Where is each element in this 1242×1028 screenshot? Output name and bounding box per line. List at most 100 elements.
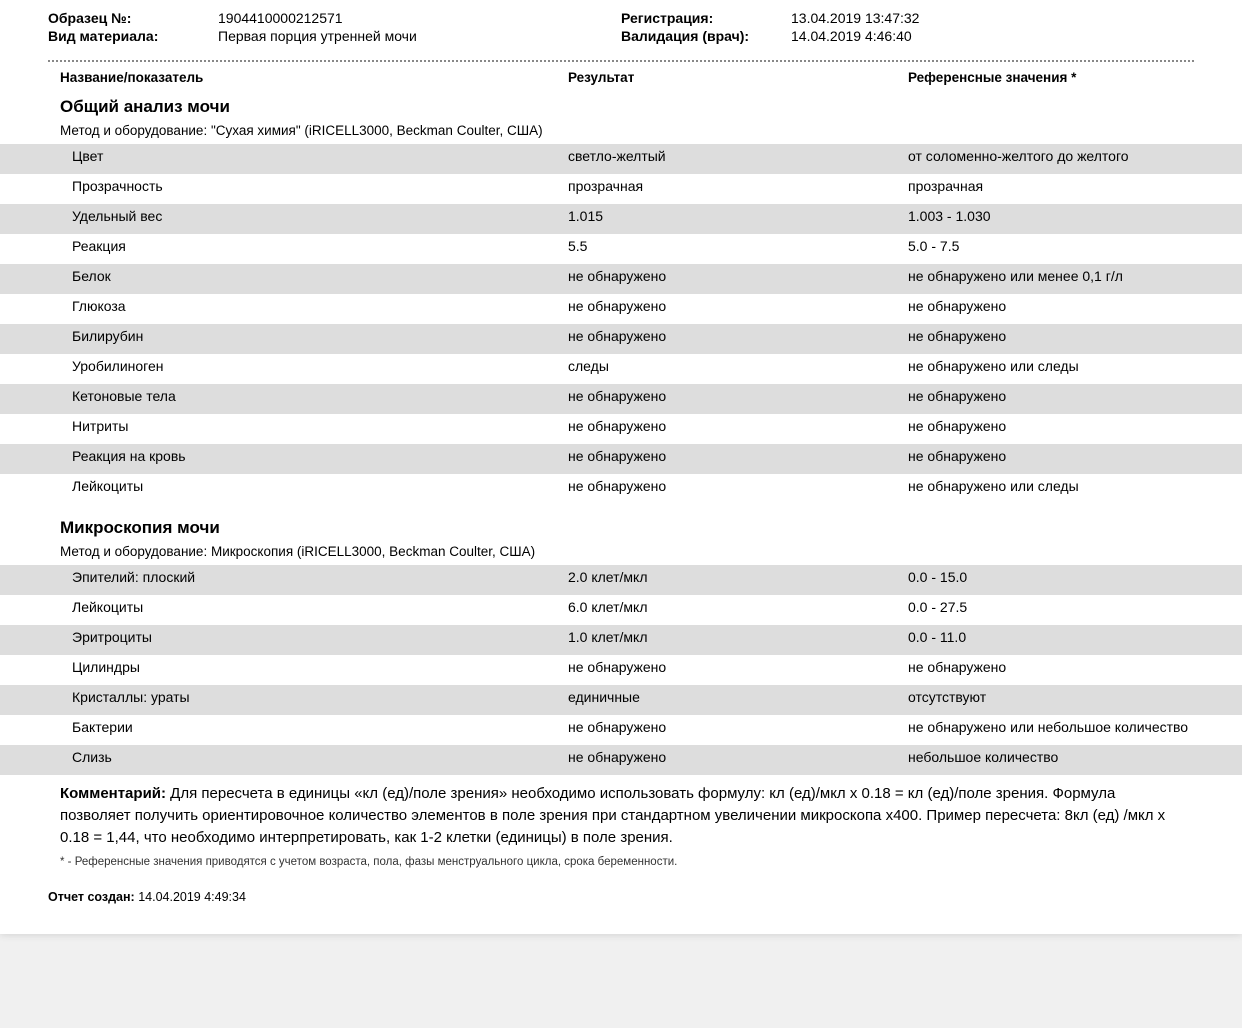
- sample-value: 1904410000212571: [218, 10, 621, 26]
- registration-label: Регистрация:: [621, 10, 791, 26]
- table-row: Цветсветло-желтыйот соломенно-желтого до…: [0, 144, 1242, 174]
- cell-result: 6.0 клет/мкл: [568, 599, 908, 615]
- table-row: Лейкоцитыне обнаруженоне обнаружено или …: [0, 474, 1242, 504]
- cell-name: Эпителий: плоский: [48, 569, 568, 585]
- registration-value: 13.04.2019 13:47:32: [791, 10, 1194, 26]
- table-row: Кристаллы: уратыединичныеотсутствуют: [0, 685, 1242, 715]
- dotted-divider: [48, 60, 1194, 62]
- section2-method: Метод и оборудование: Микроскопия (iRICE…: [0, 542, 1242, 565]
- cell-name: Прозрачность: [48, 178, 568, 194]
- cell-reference: не обнаружено: [908, 418, 1194, 434]
- cell-result: 1.0 клет/мкл: [568, 629, 908, 645]
- cell-reference: не обнаружено или следы: [908, 478, 1194, 494]
- cell-name: Слизь: [48, 749, 568, 765]
- cell-reference: не обнаружено или следы: [908, 358, 1194, 374]
- cell-reference: 0.0 - 27.5: [908, 599, 1194, 615]
- material-label: Вид материала:: [48, 28, 218, 44]
- cell-reference: 0.0 - 11.0: [908, 629, 1194, 645]
- cell-result: не обнаружено: [568, 268, 908, 284]
- section2-title: Микроскопия мочи: [0, 514, 1242, 542]
- cell-reference: 0.0 - 15.0: [908, 569, 1194, 585]
- material-value: Первая порция утренней мочи: [218, 28, 621, 44]
- cell-result: не обнаружено: [568, 448, 908, 464]
- cell-name: Нитриты: [48, 418, 568, 434]
- spacer: [0, 504, 1242, 514]
- cell-reference: не обнаружено: [908, 388, 1194, 404]
- cell-reference: 1.003 - 1.030: [908, 208, 1194, 224]
- table-row: Кетоновые телане обнаруженоне обнаружено: [0, 384, 1242, 414]
- col-name: Название/показатель: [48, 70, 568, 85]
- created-value: 14.04.2019 4:49:34: [135, 890, 246, 904]
- cell-result: не обнаружено: [568, 478, 908, 494]
- cell-name: Глюкоза: [48, 298, 568, 314]
- cell-reference: от соломенно-желтого до желтого: [908, 148, 1194, 164]
- cell-reference: не обнаружено: [908, 659, 1194, 675]
- cell-result: не обнаружено: [568, 418, 908, 434]
- cell-name: Лейкоциты: [48, 599, 568, 615]
- table-row: Эпителий: плоский2.0 клет/мкл0.0 - 15.0: [0, 565, 1242, 595]
- report-header: Образец №: 1904410000212571 Регистрация:…: [0, 0, 1242, 56]
- cell-result: светло-желтый: [568, 148, 908, 164]
- cell-name: Бактерии: [48, 719, 568, 735]
- report-created: Отчет создан: 14.04.2019 4:49:34: [0, 872, 1242, 904]
- table-row: Глюкозане обнаруженоне обнаружено: [0, 294, 1242, 324]
- cell-name: Уробилиноген: [48, 358, 568, 374]
- cell-result: единичные: [568, 689, 908, 705]
- validation-value: 14.04.2019 4:46:40: [791, 28, 1194, 44]
- section2-rows: Эпителий: плоский2.0 клет/мкл0.0 - 15.0Л…: [0, 565, 1242, 775]
- cell-name: Эритроциты: [48, 629, 568, 645]
- section1-rows: Цветсветло-желтыйот соломенно-желтого до…: [0, 144, 1242, 504]
- table-row: Нитритыне обнаруженоне обнаружено: [0, 414, 1242, 444]
- cell-name: Цилиндры: [48, 659, 568, 675]
- report-page: Образец №: 1904410000212571 Регистрация:…: [0, 0, 1242, 934]
- validation-label: Валидация (врач):: [621, 28, 791, 44]
- cell-reference: не обнаружено: [908, 298, 1194, 314]
- section1-method: Метод и оборудование: "Сухая химия" (iRI…: [0, 121, 1242, 144]
- comment-block: Комментарий: Для пересчета в единицы «кл…: [0, 775, 1242, 852]
- table-row: Реакция на кровьне обнаруженоне обнаруже…: [0, 444, 1242, 474]
- cell-reference: не обнаружено или менее 0,1 г/л: [908, 268, 1194, 284]
- cell-result: не обнаружено: [568, 328, 908, 344]
- cell-name: Удельный вес: [48, 208, 568, 224]
- header-row: Вид материала: Первая порция утренней мо…: [48, 28, 1194, 44]
- header-left: Образец №: 1904410000212571: [48, 10, 621, 26]
- cell-reference: отсутствуют: [908, 689, 1194, 705]
- header-row: Образец №: 1904410000212571 Регистрация:…: [48, 10, 1194, 26]
- table-row: Уробилиногенследыне обнаружено или следы: [0, 354, 1242, 384]
- section1-title: Общий анализ мочи: [0, 93, 1242, 121]
- header-right: Регистрация: 13.04.2019 13:47:32: [621, 10, 1194, 26]
- table-row: Реакция5.55.0 - 7.5: [0, 234, 1242, 264]
- footnote: * - Референсные значения приводятся с уч…: [0, 852, 1242, 872]
- comment-text: Для пересчета в единицы «кл (ед)/поле зр…: [60, 785, 1165, 846]
- table-row: Цилиндрыне обнаруженоне обнаружено: [0, 655, 1242, 685]
- cell-result: не обнаружено: [568, 388, 908, 404]
- cell-reference: не обнаружено: [908, 448, 1194, 464]
- cell-name: Билирубин: [48, 328, 568, 344]
- column-headers: Название/показатель Результат Референсны…: [0, 68, 1242, 93]
- cell-name: Белок: [48, 268, 568, 284]
- cell-result: не обнаружено: [568, 659, 908, 675]
- cell-reference: не обнаружено: [908, 328, 1194, 344]
- table-row: Билирубинне обнаруженоне обнаружено: [0, 324, 1242, 354]
- cell-reference: не обнаружено или небольшое количество: [908, 719, 1194, 735]
- sample-label: Образец №:: [48, 10, 218, 26]
- cell-result: не обнаружено: [568, 719, 908, 735]
- table-row: Бактериине обнаруженоне обнаружено или н…: [0, 715, 1242, 745]
- cell-name: Реакция на кровь: [48, 448, 568, 464]
- cell-reference: прозрачная: [908, 178, 1194, 194]
- cell-result: 5.5: [568, 238, 908, 254]
- cell-result: следы: [568, 358, 908, 374]
- table-row: Удельный вес1.0151.003 - 1.030: [0, 204, 1242, 234]
- table-row: Белокне обнаруженоне обнаружено или мене…: [0, 264, 1242, 294]
- cell-name: Реакция: [48, 238, 568, 254]
- table-row: Слизьне обнаруженонебольшое количество: [0, 745, 1242, 775]
- cell-name: Кетоновые тела: [48, 388, 568, 404]
- cell-result: не обнаружено: [568, 749, 908, 765]
- cell-reference: небольшое количество: [908, 749, 1194, 765]
- cell-result: прозрачная: [568, 178, 908, 194]
- header-left: Вид материала: Первая порция утренней мо…: [48, 28, 621, 44]
- col-result: Результат: [568, 70, 908, 85]
- table-row: Лейкоциты6.0 клет/мкл0.0 - 27.5: [0, 595, 1242, 625]
- cell-name: Цвет: [48, 148, 568, 164]
- table-row: Эритроциты1.0 клет/мкл0.0 - 11.0: [0, 625, 1242, 655]
